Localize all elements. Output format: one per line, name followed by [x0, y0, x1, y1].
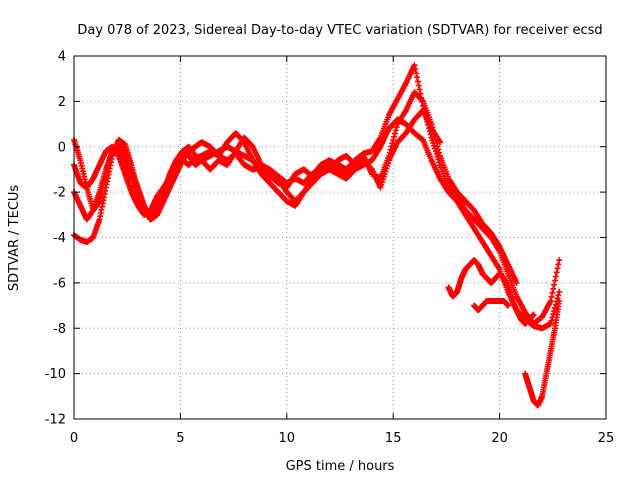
grid — [74, 56, 606, 419]
y-tick-label: -2 — [53, 186, 66, 201]
x-tick-label: 25 — [598, 431, 615, 446]
x-tick-label: 15 — [385, 431, 402, 446]
y-axis-ticks: -12 -10 -8 -6 -4 -2 0 2 4 — [45, 50, 606, 428]
x-axis-ticks: 0 5 10 15 20 25 — [70, 56, 614, 446]
y-tick-label: -6 — [53, 276, 66, 291]
y-tick-label: -10 — [45, 367, 66, 382]
y-tick-label: 2 — [58, 95, 66, 110]
series-trace-g — [522, 298, 563, 409]
series-trace-e — [445, 257, 537, 327]
x-axis-label: GPS time / hours — [286, 459, 395, 474]
series-markers — [445, 257, 537, 327]
x-tick-label: 0 — [70, 431, 78, 446]
x-tick-label: 20 — [491, 431, 508, 446]
series-markers — [471, 298, 512, 314]
y-tick-label: -12 — [45, 413, 66, 428]
y-tick-label: 4 — [58, 50, 66, 65]
y-axis-label: SDTVAR / TECUs — [7, 185, 22, 292]
y-tick-label: -4 — [53, 231, 66, 246]
series-trace-f — [471, 298, 512, 314]
x-tick-label: 10 — [279, 431, 296, 446]
y-tick-label: 0 — [58, 140, 66, 155]
chart-title: Day 078 of 2023, Sidereal Day-to-day VTE… — [77, 23, 602, 38]
series-markers — [522, 298, 563, 409]
x-tick-label: 5 — [176, 431, 184, 446]
y-tick-label: -8 — [53, 322, 66, 337]
